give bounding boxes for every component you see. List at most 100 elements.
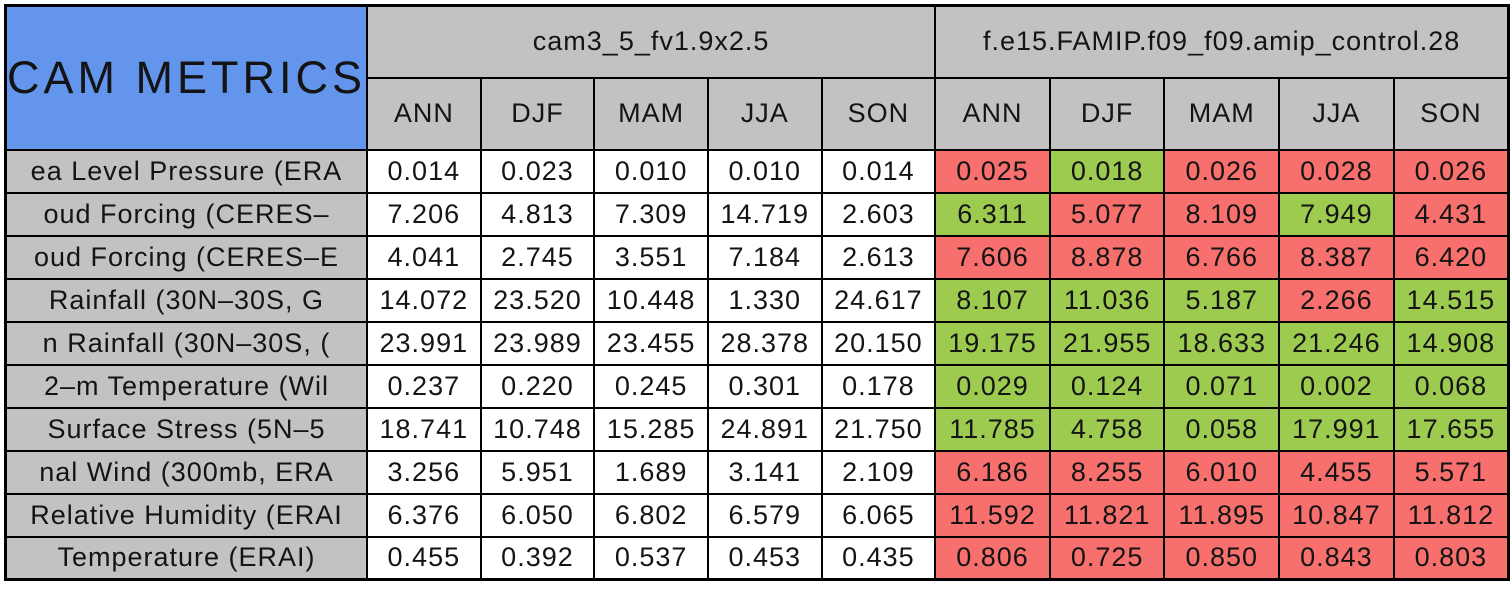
baseline-value-cell: 23.455 (593, 320, 709, 366)
baseline-value-cell: 4.041 (366, 234, 482, 280)
season-header: JJA (1278, 76, 1395, 151)
test-value-cell: 11.821 (1048, 492, 1166, 538)
test-value-cell: 0.058 (1163, 406, 1281, 452)
baseline-value-cell: 0.537 (593, 535, 709, 581)
table-row: n Rainfall (30N–30S, (23.991 23.989 23.455… (4, 320, 1510, 366)
metric-label: oud Forcing (CERES– (4, 191, 368, 237)
test-value-cell: 0.028 (1278, 148, 1395, 194)
test-value-cell: 11.812 (1392, 492, 1510, 538)
test-value-cell: 4.758 (1048, 406, 1166, 452)
baseline-value-cell: 0.245 (593, 363, 709, 409)
table-row: oud Forcing (CERES– 7.206 4.813 7.309 14.719… (4, 191, 1510, 237)
baseline-value-cell: 7.206 (366, 191, 482, 237)
baseline-value-cell: 14.072 (366, 277, 482, 323)
table-row: oud Forcing (CERES–E 4.041 2.745 3.551 7.184… (4, 234, 1510, 280)
season-header: DJF (479, 76, 596, 151)
metric-label: 2–m Temperature (Wil (4, 363, 368, 409)
table-row: Surface Stress (5N–5 18.741 10.748 15.285 24… (4, 406, 1510, 452)
metric-label: Surface Stress (5N–5 (4, 406, 368, 452)
baseline-value-cell: 0.023 (479, 148, 596, 194)
baseline-value-cell: 0.010 (593, 148, 709, 194)
baseline-value-cell: 0.014 (820, 148, 937, 194)
table-row: 2–m Temperature (Wil 0.237 0.220 0.245 0.301… (4, 363, 1510, 409)
baseline-value-cell: 6.579 (706, 492, 823, 538)
test-value-cell: 0.725 (1048, 535, 1166, 581)
baseline-value-cell: 0.010 (706, 148, 823, 194)
test-value-cell: 0.124 (1048, 363, 1166, 409)
baseline-value-cell: 6.065 (820, 492, 937, 538)
test-value-cell: 0.071 (1163, 363, 1281, 409)
test-value-cell: 0.026 (1163, 148, 1281, 194)
baseline-value-cell: 3.551 (593, 234, 709, 280)
season-header: SON (1392, 76, 1510, 151)
test-value-cell: 0.068 (1392, 363, 1510, 409)
model-header-row: CAM METRICS cam3_5_fv1.9x2.5 f.e15.FAMIP… (4, 4, 1510, 151)
test-value-cell: 0.803 (1392, 535, 1510, 581)
baseline-value-cell: 0.435 (820, 535, 937, 581)
test-value-cell: 7.949 (1278, 191, 1395, 237)
baseline-value-cell: 20.150 (820, 320, 937, 366)
baseline-value-cell: 28.378 (706, 320, 823, 366)
baseline-value-cell: 0.455 (366, 535, 482, 581)
table-title: CAM METRICS (4, 4, 368, 151)
test-value-cell: 11.895 (1163, 492, 1281, 538)
baseline-value-cell: 4.813 (479, 191, 596, 237)
test-value-cell: 0.843 (1278, 535, 1395, 581)
table-row: ea Level Pressure (ERA 0.014 0.023 0.010 0.0… (4, 148, 1510, 194)
test-value-cell: 4.455 (1278, 449, 1395, 495)
baseline-value-cell: 2.109 (820, 449, 937, 495)
model-header-baseline: cam3_5_fv1.9x2.5 (365, 4, 937, 79)
test-value-cell: 0.002 (1278, 363, 1395, 409)
baseline-value-cell: 23.991 (366, 320, 482, 366)
season-header: ANN (366, 76, 482, 151)
season-header: ANN (934, 76, 1051, 151)
season-header: MAM (1163, 76, 1281, 151)
test-value-cell: 17.991 (1278, 406, 1395, 452)
metric-label: nal Wind (300mb, ERA (4, 449, 368, 495)
test-value-cell: 0.026 (1392, 148, 1510, 194)
baseline-value-cell: 6.376 (366, 492, 482, 538)
baseline-value-cell: 1.330 (706, 277, 823, 323)
test-value-cell: 5.571 (1392, 449, 1510, 495)
baseline-value-cell: 0.392 (479, 535, 596, 581)
test-value-cell: 8.255 (1048, 449, 1166, 495)
baseline-value-cell: 2.603 (820, 191, 937, 237)
baseline-value-cell: 15.285 (593, 406, 709, 452)
baseline-value-cell: 3.141 (706, 449, 823, 495)
baseline-value-cell: 0.237 (366, 363, 482, 409)
metric-label: n Rainfall (30N–30S, ( (4, 320, 368, 366)
test-value-cell: 5.077 (1048, 191, 1166, 237)
test-value-cell: 21.955 (1048, 320, 1166, 366)
season-header-row: ANN DJF MAM JJA SON ANN DJF MAM JJA SON (6, 76, 1510, 151)
table-row: Rainfall (30N–30S, G 14.072 23.520 10.448 1.… (4, 277, 1510, 323)
baseline-value-cell: 7.309 (593, 191, 709, 237)
test-value-cell: 11.036 (1048, 277, 1166, 323)
test-value-cell: 17.655 (1392, 406, 1510, 452)
baseline-value-cell: 6.050 (479, 492, 596, 538)
baseline-value-cell: 24.617 (820, 277, 937, 323)
test-value-cell: 6.010 (1163, 449, 1281, 495)
test-value-cell: 19.175 (934, 320, 1051, 366)
baseline-value-cell: 6.802 (593, 492, 709, 538)
test-value-cell: 8.107 (934, 277, 1051, 323)
baseline-value-cell: 10.748 (479, 406, 596, 452)
model-header-test: f.e15.FAMIP.f09_f09.amip_control.28 (934, 4, 1510, 79)
baseline-value-cell: 0.178 (820, 363, 937, 409)
table-row: Temperature (ERAI) 0.455 0.392 0.537 0.453 0.… (4, 535, 1510, 581)
test-value-cell: 6.420 (1392, 234, 1510, 280)
cam-metrics-table: CAM METRICS cam3_5_fv1.9x2.5 f.e15.FAMIP… (4, 4, 1510, 581)
test-value-cell: 8.387 (1278, 234, 1395, 280)
test-value-cell: 8.878 (1048, 234, 1166, 280)
baseline-value-cell: 23.520 (479, 277, 596, 323)
metric-label: Rainfall (30N–30S, G (4, 277, 368, 323)
baseline-value-cell: 24.891 (706, 406, 823, 452)
test-value-cell: 0.025 (934, 148, 1051, 194)
test-value-cell: 2.266 (1278, 277, 1395, 323)
test-value-cell: 0.029 (934, 363, 1051, 409)
test-value-cell: 0.850 (1163, 535, 1281, 581)
baseline-value-cell: 21.750 (820, 406, 937, 452)
metric-label: ea Level Pressure (ERA (4, 148, 368, 194)
baseline-value-cell: 14.719 (706, 191, 823, 237)
test-value-cell: 14.515 (1392, 277, 1510, 323)
season-header: SON (820, 76, 937, 151)
